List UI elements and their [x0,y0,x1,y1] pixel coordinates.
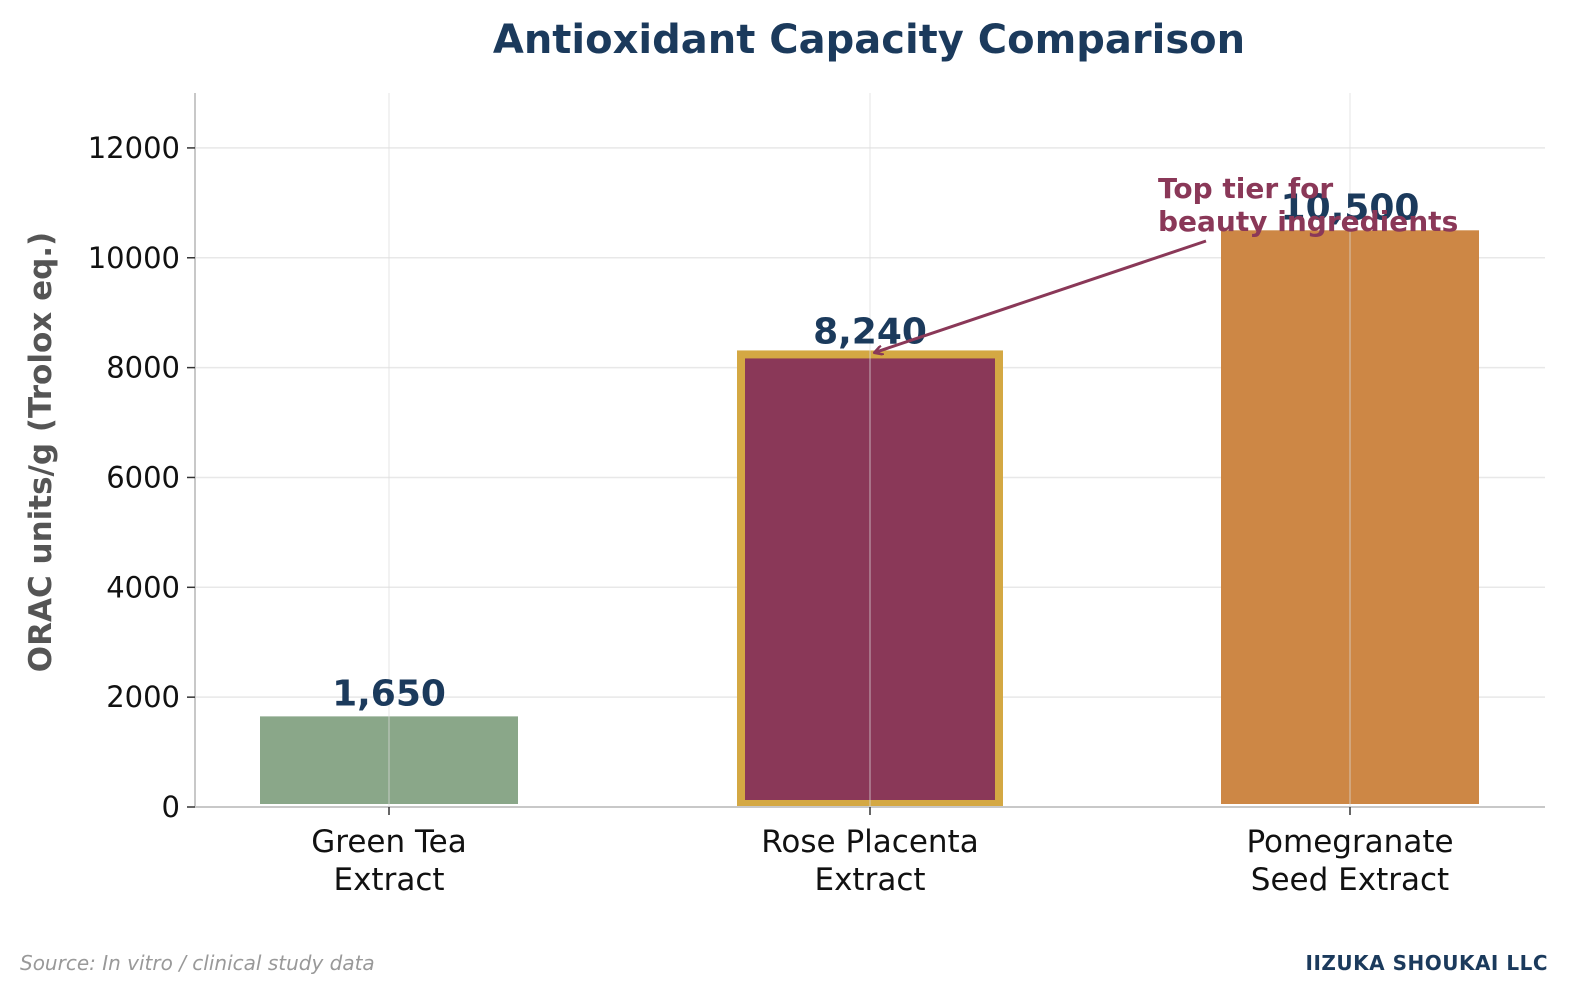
x-tick-label: Extract [814,862,925,898]
annotation-text: beauty ingredients [1158,205,1458,238]
y-tick-label: 8000 [106,351,180,385]
y-tick-label: 2000 [106,680,180,714]
x-tick-label: Green Tea [311,824,466,860]
y-tick-label: 4000 [106,570,180,604]
x-tick-label: Pomegranate [1246,824,1453,860]
y-tick-label: 0 [162,790,180,824]
value-label: 10,500 [1281,187,1420,228]
x-tick-label: Extract [333,862,444,898]
y-axis-label: ORAC units/g (Trolox eq.) [23,232,59,672]
x-tick-label: Rose Placenta [761,824,978,860]
x-tick-label: Seed Extract [1251,862,1449,898]
source-note: Source: In vitro / clinical study data [20,951,375,975]
value-label: 8,240 [813,311,927,352]
annotation-arrow [875,239,1207,352]
annotation-text: Top tier for [1158,172,1333,205]
y-tick-label: 10000 [88,241,180,275]
y-tick-label: 6000 [106,460,180,494]
chart-title: Antioxidant Capacity Comparison [493,17,1245,63]
value-labels: 1,650 8,240 10,500 [332,187,1419,714]
y-tick-label: 12000 [88,131,180,165]
company-name: IIZUKA SHOUKAI LLC [1305,951,1548,975]
value-label: 1,650 [332,673,446,714]
